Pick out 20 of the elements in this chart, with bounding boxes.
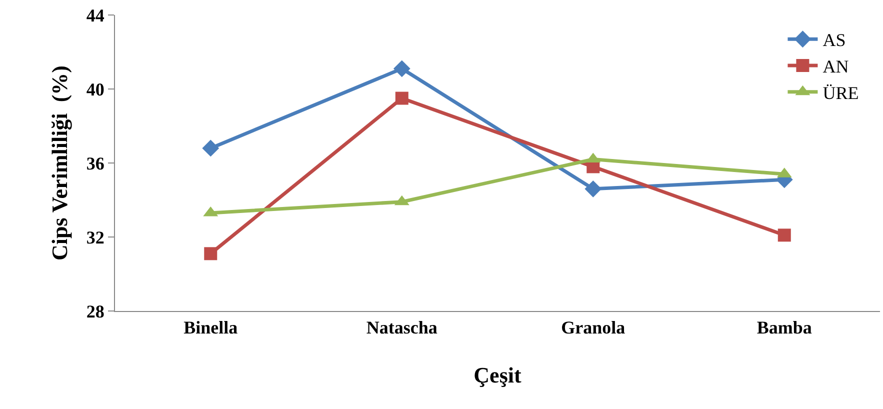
x-axis-title: Çeşit — [474, 362, 522, 388]
legend-label: AS — [822, 30, 846, 50]
x-tick-label: Granola — [561, 318, 626, 338]
y-tick-label: 36 — [86, 153, 104, 174]
point — [202, 140, 220, 157]
point — [393, 60, 410, 78]
point — [778, 228, 791, 242]
x-tick-label: Bamba — [756, 318, 812, 338]
y-tick-label: 44 — [86, 5, 104, 26]
y-axis-title: Cips Verimliliği (%) — [47, 66, 72, 260]
y-tick-label: 32 — [86, 227, 104, 248]
x-tick-label: Binella — [184, 318, 238, 338]
legend-label: ÜRE — [822, 82, 859, 103]
point — [395, 92, 408, 105]
point — [204, 247, 218, 260]
y-tick-label: 28 — [86, 301, 104, 322]
legend-label: AN — [822, 56, 849, 77]
y-tick-label: 40 — [86, 79, 104, 100]
x-tick-label: Natascha — [366, 318, 438, 338]
point — [584, 180, 602, 198]
